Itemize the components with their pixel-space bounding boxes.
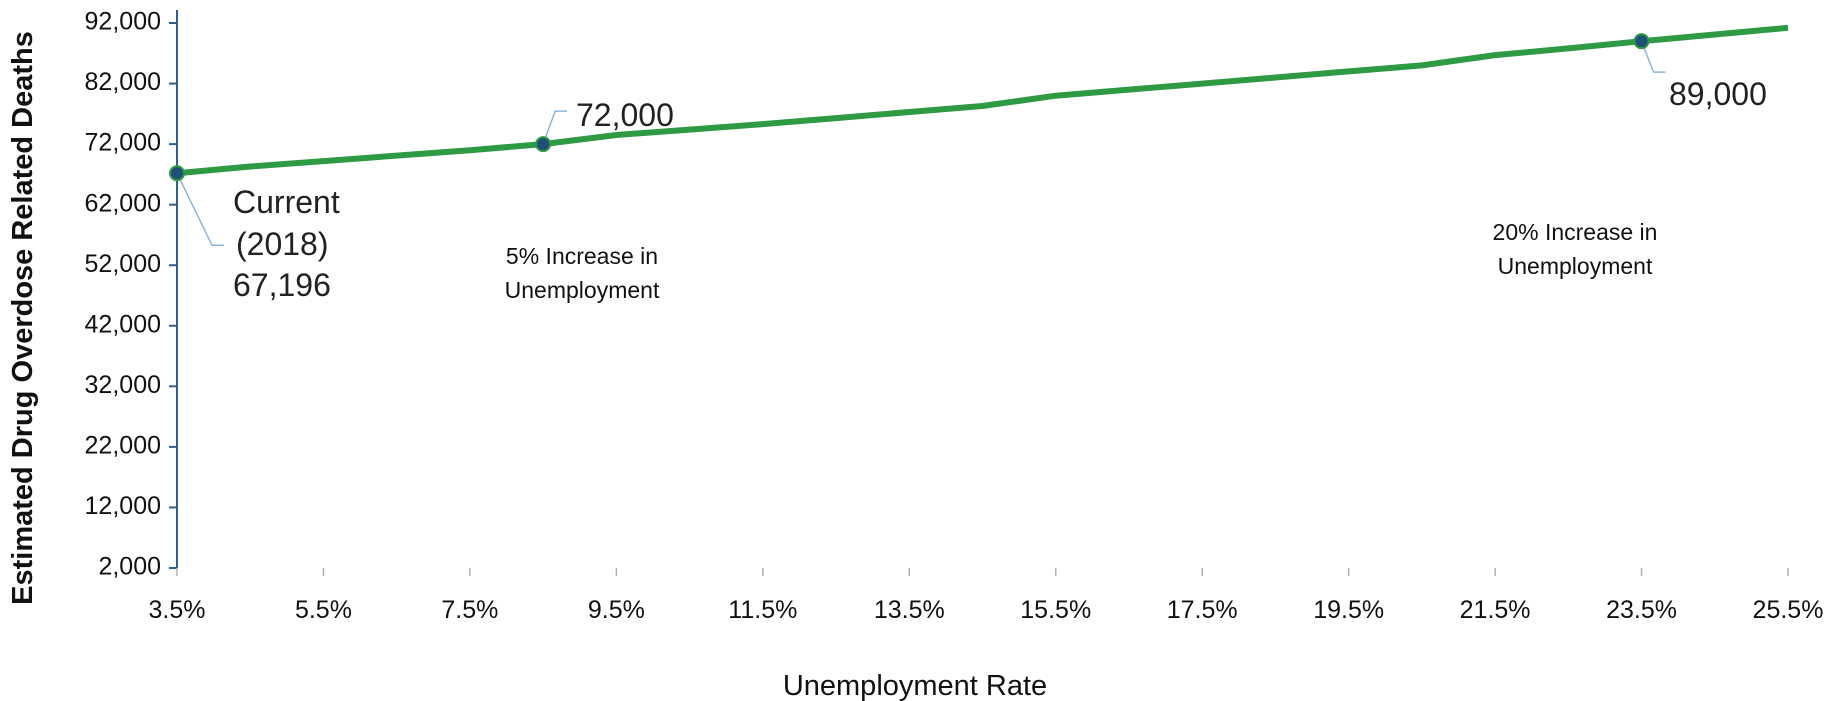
current-label-line2: (2018) (236, 226, 329, 262)
five-pct-leader-line (542, 110, 568, 145)
data-point-marker (1633, 33, 1650, 50)
twenty-pct-description-line1: 20% Increase in (1493, 219, 1658, 245)
x-tick-label: 13.5% (874, 596, 945, 624)
y-tick-label: 42,000 (85, 310, 161, 338)
twenty-pct-leader-line (1640, 40, 1666, 73)
series-line (176, 24, 1789, 177)
five-pct-description-line1: 5% Increase in (506, 243, 658, 269)
data-point-marker (169, 165, 185, 182)
x-axis-title: Unemployment Rate (783, 670, 1047, 701)
current-label-line1: Current (233, 184, 340, 220)
y-tick-label: 32,000 (85, 371, 161, 399)
twenty-pct-description-line2: Unemployment (1498, 253, 1653, 279)
x-tick-label: 25.5% (1753, 596, 1824, 624)
x-tick-label: 7.5% (441, 596, 498, 624)
x-tick-label: 17.5% (1167, 596, 1238, 624)
y-tick-label: 2,000 (98, 553, 161, 581)
x-tick-label: 23.5% (1606, 596, 1677, 624)
y-tick-label: 52,000 (85, 250, 161, 278)
y-axis-title: Estimated Drug Overdose Related Deaths (7, 31, 39, 605)
five-pct-value-label: 72,000 (576, 97, 674, 133)
x-tick-label: 21.5% (1460, 596, 1531, 624)
twenty-pct-value-label: 89,000 (1669, 76, 1767, 112)
five-pct-description-line2: Unemployment (505, 277, 660, 303)
y-tick-label: 72,000 (85, 129, 161, 157)
x-tick-label: 11.5% (728, 596, 797, 624)
x-tick-label: 3.5% (149, 596, 206, 624)
x-tick-label: 19.5% (1313, 596, 1384, 624)
x-tick-label: 5.5% (295, 596, 352, 624)
current-leader-line (176, 172, 224, 246)
data-point-marker (535, 136, 552, 153)
y-tick-label: 12,000 (85, 492, 161, 520)
current-label-line3: 67,196 (233, 267, 331, 303)
y-tick-label: 22,000 (85, 431, 161, 459)
x-tick-label: 15.5% (1020, 596, 1091, 624)
x-tick-label: 9.5% (588, 596, 645, 624)
y-tick-label: 62,000 (85, 189, 161, 217)
y-tick-label: 82,000 (85, 68, 161, 96)
y-tick-label: 92,000 (85, 8, 161, 36)
